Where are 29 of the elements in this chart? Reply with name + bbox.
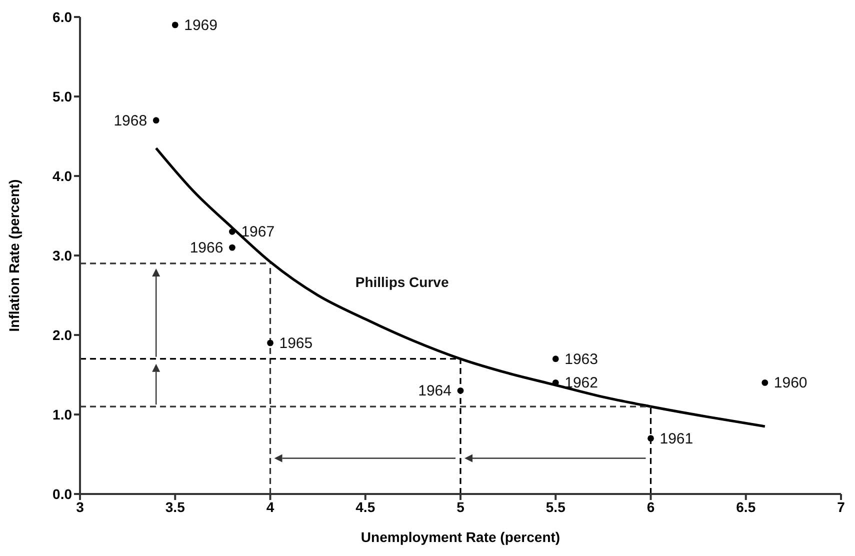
x-axis-title: Unemployment Rate (percent)	[360, 529, 560, 545]
annotation: 1967	[241, 224, 275, 241]
x-tick-label: 3.5	[165, 498, 186, 515]
y-tick-label: 3.0	[52, 247, 72, 264]
x-tick-label: 4	[266, 498, 274, 515]
annotation: 1960	[774, 374, 808, 392]
y-axis-title: Inflation Rate (percent)	[6, 179, 22, 332]
series-label: Phillips Curve	[355, 274, 449, 290]
y-tick-label: 0.0	[52, 486, 72, 502]
x-tick-label: 5	[456, 498, 465, 515]
annotation: 1966	[190, 240, 224, 257]
annotation: 1968	[114, 112, 148, 130]
annotation: 1964	[418, 382, 452, 400]
x-tick-label: 4.5	[356, 498, 376, 515]
y-tick-label: 4.0	[52, 168, 72, 184]
x-tick-label: 3	[76, 498, 84, 515]
x-tick-label: 5.5	[546, 498, 566, 515]
annotation: 1969	[184, 16, 218, 34]
x-tick-label: 6.5	[736, 498, 756, 515]
annotation: 1963	[564, 350, 598, 368]
annotation: 1961	[660, 430, 694, 448]
y-tick-label: 5.0	[52, 88, 72, 104]
x-tick-label: 7	[837, 498, 846, 515]
y-tick-label: 1.0	[52, 406, 72, 422]
x-tick-label: 6	[646, 498, 655, 515]
annotation: 1965	[279, 334, 313, 352]
y-tick-label: 2.0	[52, 326, 72, 343]
annotation: 1962	[564, 374, 598, 392]
y-tick-label: 6.0	[52, 8, 72, 25]
